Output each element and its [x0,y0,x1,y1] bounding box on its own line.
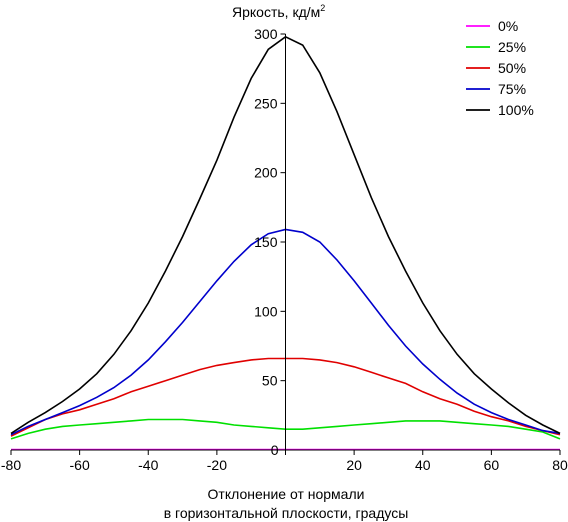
x-tick-label-2: -40 [138,457,158,473]
x-tick-label-1: -60 [70,457,90,473]
x-axis-title-line2: в горизонтальной плоскости, градусы [164,505,409,521]
y-tick-label-1: 100 [254,303,278,319]
legend-label-4: 100% [498,102,534,118]
y-tick-label-5: 300 [254,26,278,42]
y-tick-label-zero: 0 [271,442,279,458]
x-tick-label-0: -80 [1,457,21,473]
legend-label-0: 0% [498,18,518,34]
legend: 0% 25% 50% 75% 100% [466,18,534,118]
y-axis-title: Яркость, кд/м2 [232,3,325,20]
legend-label-2: 50% [498,60,526,76]
x-tick-label-8: 80 [552,457,568,473]
axes: -80 -60 -40 -20 20 40 60 80 50 100 150 200 250 300 0 [1,26,568,473]
y-tick-label-3: 200 [254,165,278,181]
axis-labels: Яркость, кд/м2 Отклонение от нормали в г… [164,3,409,521]
x-tick-label-5: 20 [346,457,362,473]
legend-label-1: 25% [498,39,526,55]
y-tick-label-2: 150 [254,234,278,250]
y-axis-title-superscript: 2 [320,3,325,13]
x-tick-label-6: 40 [415,457,431,473]
y-tick-label-0: 50 [262,373,278,389]
x-tick-label-3: -20 [207,457,227,473]
x-axis-title-line1: Отклонение от нормали [208,486,365,502]
y-tick-label-4: 250 [254,95,278,111]
legend-label-3: 75% [498,81,526,97]
x-tick-label-7: 60 [484,457,500,473]
